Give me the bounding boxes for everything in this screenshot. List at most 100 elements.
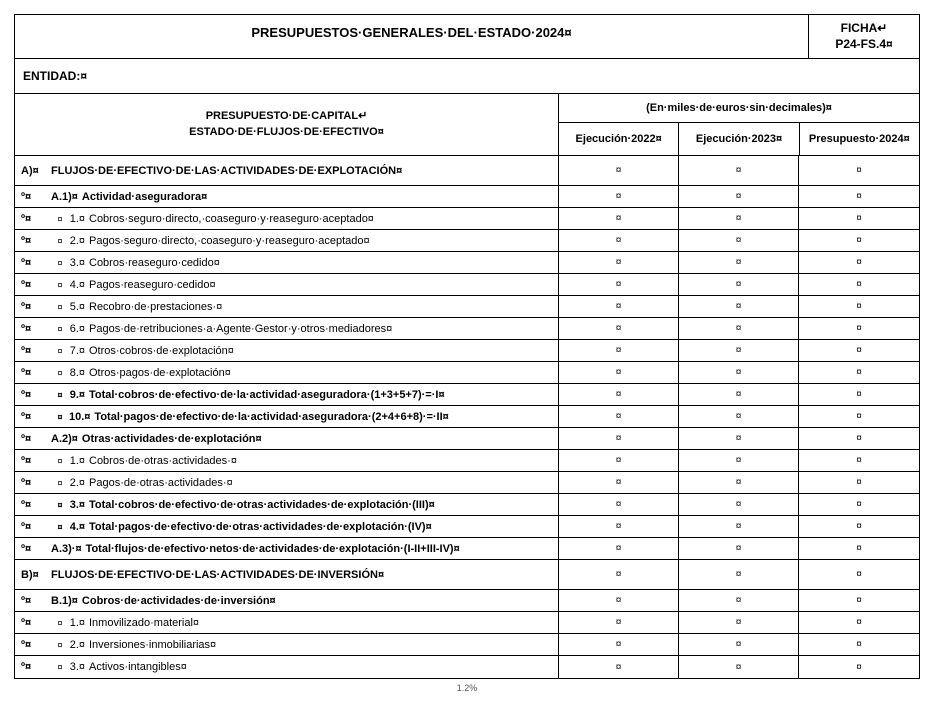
- col-ejecucion-2023: Ejecución·2023¤: [679, 123, 799, 155]
- value-cell: ¤: [559, 296, 679, 317]
- row-label: ¤10.¤ Total·pagos·de·efectivo·de·la·acti…: [49, 406, 559, 427]
- value-cell: ¤: [559, 450, 679, 471]
- row-code: B)¤: [15, 560, 49, 589]
- value-cell: ¤: [679, 252, 799, 273]
- row-label: ¤3.¤ Activos·intangibles¤: [49, 656, 559, 678]
- value-cell: ¤: [679, 318, 799, 339]
- value-cell: ¤: [559, 340, 679, 361]
- row-label: B.1)¤ Cobros·de·actividades·de·inversión…: [49, 590, 559, 611]
- value-cell: ¤: [559, 406, 679, 427]
- row-code: º¤: [15, 208, 49, 229]
- value-cell: ¤: [559, 362, 679, 383]
- row-code: º¤: [15, 538, 49, 559]
- row-label: FLUJOS·DE·EFECTIVO·DE·LAS·ACTIVIDADES·DE…: [49, 560, 559, 589]
- row-code: º¤: [15, 516, 49, 537]
- value-cell: ¤: [799, 296, 919, 317]
- value-cell: ¤: [559, 428, 679, 449]
- row-label: ¤2.¤ Pagos·seguro·directo,·coaseguro·y·r…: [49, 230, 559, 251]
- value-cell: ¤: [679, 384, 799, 405]
- value-cell: ¤: [559, 656, 679, 678]
- value-cell: ¤: [559, 612, 679, 633]
- value-cell: ¤: [559, 590, 679, 611]
- table-row: A)¤FLUJOS·DE·EFECTIVO·DE·LAS·ACTIVIDADES…: [15, 156, 919, 186]
- value-cell: ¤: [559, 516, 679, 537]
- value-cell: ¤: [799, 362, 919, 383]
- value-cell: ¤: [559, 230, 679, 251]
- value-cell: ¤: [559, 560, 679, 589]
- value-cell: ¤: [799, 340, 919, 361]
- value-cell: ¤: [679, 634, 799, 655]
- value-cell: ¤: [799, 318, 919, 339]
- table-row: º¤¤10.¤ Total·pagos·de·efectivo·de·la·ac…: [15, 406, 919, 428]
- row-code: º¤: [15, 428, 49, 449]
- value-cell: ¤: [679, 590, 799, 611]
- row-label: ¤9.¤ Total·cobros·de·efectivo·de·la·acti…: [49, 384, 559, 405]
- table-row: º¤¤8.¤ Otros·pagos·de·explotación¤¤¤¤: [15, 362, 919, 384]
- row-label: ¤1.¤ Inmovilizado·material¤: [49, 612, 559, 633]
- table-row: º¤¤1.¤ Cobros·seguro·directo,·coaseguro·…: [15, 208, 919, 230]
- row-code: º¤: [15, 406, 49, 427]
- value-cell: ¤: [799, 274, 919, 295]
- row-code: º¤: [15, 274, 49, 295]
- row-label: ¤2.¤ Inversiones·inmobiliarias¤: [49, 634, 559, 655]
- table-row: º¤¤3.¤ Activos·intangibles¤¤¤¤: [15, 656, 919, 678]
- value-cell: ¤: [559, 634, 679, 655]
- value-cell: ¤: [559, 208, 679, 229]
- col-presupuesto-2024: Presupuesto·2024¤: [800, 123, 919, 155]
- value-cell: ¤: [799, 230, 919, 251]
- value-cell: ¤: [799, 494, 919, 515]
- row-label: ¤1.¤ Cobros·de·otras·actividades·¤: [49, 450, 559, 471]
- row-code: A)¤: [15, 156, 49, 185]
- value-cell: ¤: [799, 186, 919, 207]
- value-cell: ¤: [559, 252, 679, 273]
- header-title: PRESUPUESTOS·GENERALES·DEL·ESTADO·2024¤: [15, 15, 809, 58]
- row-label: ¤2.¤ Pagos·de·otras·actividades·¤: [49, 472, 559, 493]
- row-label: ¤1.¤ Cobros·seguro·directo,·coaseguro·y·…: [49, 208, 559, 229]
- table-row: º¤¤9.¤ Total·cobros·de·efectivo·de·la·ac…: [15, 384, 919, 406]
- header-ficha: FICHA↵ P24-FS.4¤: [809, 15, 919, 58]
- value-cell: ¤: [679, 406, 799, 427]
- value-cell: ¤: [679, 186, 799, 207]
- row-code: º¤: [15, 318, 49, 339]
- table-row: º¤¤4.¤ Total·pagos·de·efectivo·de·otras·…: [15, 516, 919, 538]
- header-row: PRESUPUESTOS·GENERALES·DEL·ESTADO·2024¤ …: [15, 15, 919, 59]
- value-cell: ¤: [799, 406, 919, 427]
- row-code: º¤: [15, 340, 49, 361]
- value-cell: ¤: [799, 156, 919, 185]
- column-headers: Ejecución·2022¤ Ejecución·2023¤ Presupue…: [559, 123, 919, 155]
- row-code: º¤: [15, 296, 49, 317]
- value-cell: ¤: [799, 590, 919, 611]
- row-code: º¤: [15, 656, 49, 678]
- table-row: º¤¤5.¤ Recobro·de·prestaciones·¤¤¤¤: [15, 296, 919, 318]
- table-row: º¤¤3.¤ Total·cobros·de·efectivo·de·otras…: [15, 494, 919, 516]
- value-cell: ¤: [799, 634, 919, 655]
- value-cell: ¤: [679, 516, 799, 537]
- value-cell: ¤: [799, 560, 919, 589]
- rows-container: A)¤FLUJOS·DE·EFECTIVO·DE·LAS·ACTIVIDADES…: [15, 156, 919, 678]
- value-cell: ¤: [799, 612, 919, 633]
- value-cell: ¤: [559, 494, 679, 515]
- table-header-left: PRESUPUESTO·DE·CAPITAL↵ ESTADO·DE·FLUJOS…: [15, 94, 559, 155]
- row-code: º¤: [15, 362, 49, 383]
- row-label: ¤5.¤ Recobro·de·prestaciones·¤: [49, 296, 559, 317]
- value-cell: ¤: [799, 656, 919, 678]
- table-row: º¤¤4.¤ Pagos·reaseguro·cedido¤¤¤¤: [15, 274, 919, 296]
- page-footer: 1.2%: [14, 679, 920, 693]
- value-cell: ¤: [679, 340, 799, 361]
- value-cell: ¤: [679, 362, 799, 383]
- row-label: ¤6.¤ Pagos·de·retribuciones·a·Agente·Ges…: [49, 318, 559, 339]
- row-label: ¤3.¤ Cobros·reaseguro·cedido¤: [49, 252, 559, 273]
- row-label: ¤3.¤ Total·cobros·de·efectivo·de·otras·a…: [49, 494, 559, 515]
- value-cell: ¤: [559, 538, 679, 559]
- table-row: º¤¤6.¤ Pagos·de·retribuciones·a·Agente·G…: [15, 318, 919, 340]
- table-header-right: (En·miles·de·euros·sin·decimales)¤ Ejecu…: [559, 94, 919, 155]
- col-ejecucion-2022: Ejecución·2022¤: [559, 123, 679, 155]
- row-label: FLUJOS·DE·EFECTIVO·DE·LAS·ACTIVIDADES·DE…: [49, 156, 559, 185]
- table-row: º¤B.1)¤ Cobros·de·actividades·de·inversi…: [15, 590, 919, 612]
- row-code: º¤: [15, 634, 49, 655]
- entidad-label: ENTIDAD:¤: [15, 59, 919, 94]
- value-cell: ¤: [559, 156, 679, 185]
- row-label: A.3)·¤ Total·flujos·de·efectivo·netos·de…: [49, 538, 559, 559]
- row-label: A.1)¤ Actividad·aseguradora¤: [49, 186, 559, 207]
- ficha-line2: P24-FS.4¤: [835, 37, 892, 51]
